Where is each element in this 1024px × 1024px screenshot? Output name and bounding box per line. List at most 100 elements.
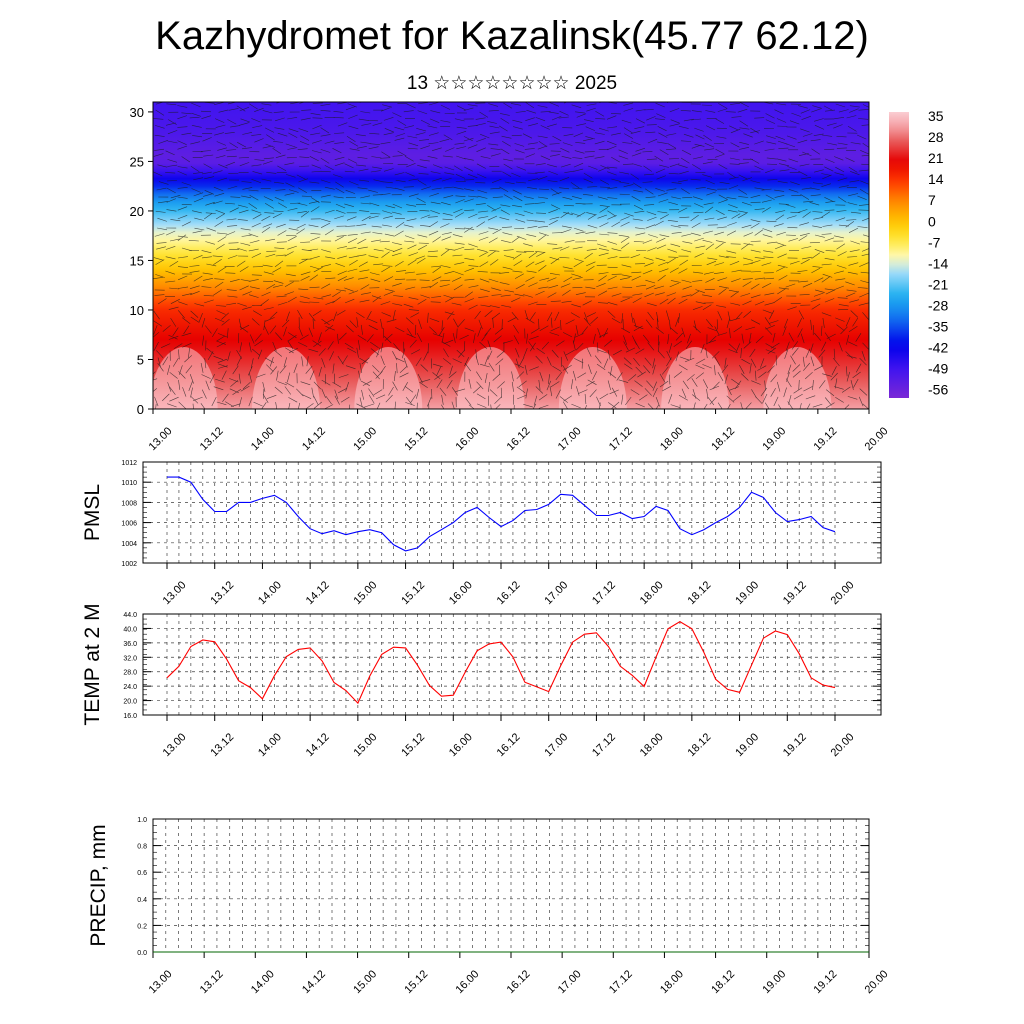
wind-barb <box>631 152 642 157</box>
precip-x-tick-label: 20.00 <box>863 968 891 996</box>
wind-barb <box>668 173 679 175</box>
wind-barb <box>408 142 419 147</box>
wind-barb <box>791 347 799 356</box>
wind-barb <box>770 387 776 397</box>
wind-barb <box>539 277 550 281</box>
wind-barb <box>459 334 469 340</box>
wind-barb <box>731 213 741 219</box>
wind-barb <box>679 259 689 266</box>
wind-barb <box>170 298 180 304</box>
wind-barb <box>298 402 300 409</box>
wind-barb <box>192 230 203 234</box>
wind-barb <box>263 307 274 310</box>
wind-barb <box>622 286 633 288</box>
wind-barb <box>321 388 326 399</box>
wind-barb <box>739 141 749 145</box>
wind-barb <box>798 153 809 156</box>
wind-barb <box>718 255 729 259</box>
wind-barb <box>777 264 788 268</box>
wind-barb <box>194 217 205 221</box>
wind-barb <box>198 312 203 323</box>
wind-barb <box>454 142 465 145</box>
wind-barb <box>356 317 359 328</box>
wind-barb <box>306 356 309 367</box>
wind-barb <box>297 309 303 319</box>
wind-barb <box>515 358 520 369</box>
wind-barb <box>611 221 621 227</box>
wind-barb <box>332 363 335 374</box>
wind-barb <box>570 312 580 318</box>
wind-barb <box>177 170 187 176</box>
wind-barb <box>489 259 499 266</box>
wind-barb <box>348 290 359 295</box>
wind-barb <box>673 371 683 378</box>
wind-barb <box>658 268 669 273</box>
wind-barb <box>344 287 354 292</box>
temp2m-y-tick-label: 24.0 <box>123 684 137 691</box>
wind-barb <box>775 214 785 221</box>
wind-barb <box>858 302 869 306</box>
wind-barb <box>536 251 546 257</box>
wind-barb <box>620 297 630 303</box>
wind-barb <box>276 223 286 228</box>
wind-barb <box>499 282 510 285</box>
wind-barb <box>692 156 703 160</box>
wind-barb <box>277 381 288 386</box>
wind-barb <box>511 172 521 178</box>
wind-barb <box>249 103 258 110</box>
wind-barb <box>730 128 741 134</box>
wind-barb <box>403 357 408 368</box>
wind-barb <box>468 213 478 219</box>
wind-barb <box>821 211 831 218</box>
wind-barb <box>386 319 397 323</box>
wind-barb <box>464 298 475 303</box>
wind-barb <box>657 211 668 214</box>
wind-barb <box>729 328 731 339</box>
wind-barb <box>586 248 597 251</box>
wind-barb <box>332 382 342 388</box>
wind-barb <box>480 363 490 368</box>
wind-barb <box>277 301 288 306</box>
wind-barb <box>800 109 811 114</box>
wind-barb <box>207 351 214 361</box>
wind-barb <box>835 217 846 222</box>
wind-barb <box>395 327 405 333</box>
wind-barb <box>166 198 177 203</box>
wind-barb <box>213 186 224 192</box>
wind-barb <box>588 364 592 374</box>
wind-barb <box>633 204 644 210</box>
wind-barb <box>623 102 634 106</box>
wind-barb <box>670 280 681 283</box>
wind-barb <box>190 291 200 296</box>
precip-x-tick-label: 19.12 <box>811 968 839 996</box>
wind-barb <box>525 388 528 399</box>
wind-barb <box>666 357 672 367</box>
wind-barb <box>523 196 534 199</box>
wind-barb <box>714 356 721 366</box>
wind-barb <box>603 358 609 368</box>
wind-barb <box>657 350 665 359</box>
wind-barb <box>538 394 548 401</box>
wind-barb <box>430 110 441 114</box>
wind-barb <box>333 174 343 178</box>
wind-barb <box>846 334 850 345</box>
wind-barb <box>726 230 737 236</box>
wind-barb <box>404 155 414 162</box>
wind-barb <box>743 232 754 237</box>
wind-barb <box>547 180 558 183</box>
wind-barb <box>407 244 417 250</box>
wind-barb <box>166 103 177 106</box>
wind-barb <box>834 285 844 290</box>
wind-barb <box>539 325 549 332</box>
colorbar-label: 35 <box>928 108 944 124</box>
wind-barb <box>475 355 479 366</box>
wind-barb <box>410 349 421 355</box>
wind-barb <box>619 171 630 175</box>
wind-barb <box>463 166 474 172</box>
wind-barb <box>418 319 422 329</box>
wind-barb <box>487 204 496 211</box>
wind-barb <box>806 403 811 409</box>
wind-barb <box>360 231 371 234</box>
wind-barb <box>228 108 239 111</box>
wind-barb <box>177 115 187 120</box>
